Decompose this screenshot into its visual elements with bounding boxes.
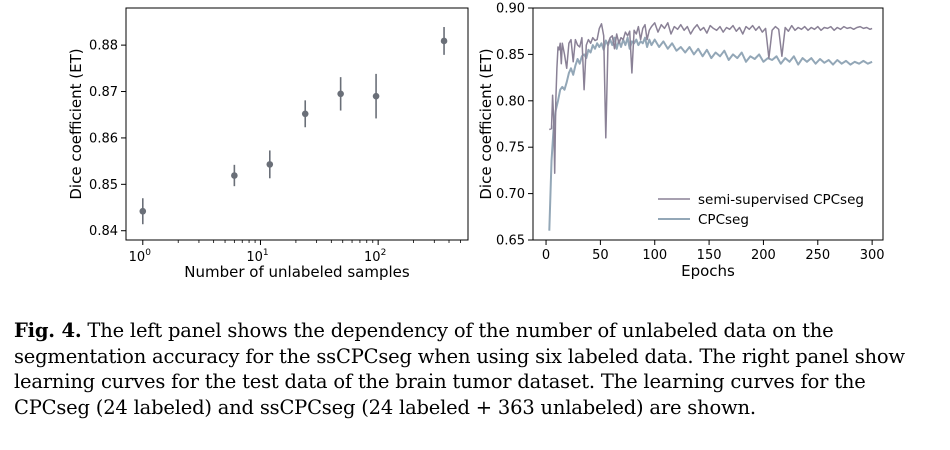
right-y-tick-label: 0.70 xyxy=(496,187,525,202)
figure-caption: Fig. 4. The left panel shows the depende… xyxy=(14,318,944,420)
left-data-point xyxy=(139,207,147,215)
left-x-tick-label: 100 xyxy=(129,248,152,265)
caption-text: The left panel shows the dependency of t… xyxy=(14,319,905,419)
legend-label: semi-supervised CPCseg xyxy=(698,192,864,208)
tick-exponent: 1 xyxy=(263,248,269,258)
right-y-tick-label: 0.75 xyxy=(496,141,525,156)
right-x-tick-label: 50 xyxy=(592,248,609,263)
right-y-tick-label: 0.80 xyxy=(496,94,525,109)
left-x-axis-label: Number of unlabeled samples xyxy=(184,263,410,281)
left-x-tick-label: 102 xyxy=(364,248,386,265)
series-line-cpcseg xyxy=(548,36,873,231)
right-x-axis-label: Epochs xyxy=(681,262,735,280)
right-x-tick-label: 200 xyxy=(751,248,776,263)
tick-exponent: 2 xyxy=(381,248,387,258)
left-x-tick-label: 101 xyxy=(246,248,268,265)
left-y-tick-label: 0.86 xyxy=(89,131,118,146)
legend-label: CPCseg xyxy=(698,212,749,228)
right-x-tick-label: 250 xyxy=(805,248,830,263)
left-plot-frame xyxy=(125,7,469,241)
left-data-point xyxy=(337,90,344,98)
left-data-point xyxy=(231,172,238,179)
right-y-tick-label: 0.85 xyxy=(496,48,525,63)
right-plot-frame xyxy=(532,7,884,241)
right-y-tick-label: 0.65 xyxy=(496,234,525,249)
right-chart: 0 50 100 150 200 250 300 0.65 0.70 0.75 0.80 0.85 0.… xyxy=(477,2,885,281)
tick-exponent: 0 xyxy=(145,248,151,258)
left-data-point xyxy=(266,161,274,168)
right-y-axis-label: Dice coefficient (ET) xyxy=(477,48,495,199)
right-x-tick-label: 0 xyxy=(542,248,550,263)
legend: semi-supervised CPCseg CPCseg xyxy=(658,192,864,228)
right-x-tick-label: 100 xyxy=(642,248,667,263)
left-y-tick-label: 0.87 xyxy=(89,85,118,100)
left-data-point xyxy=(372,92,380,100)
right-x-tick-label: 300 xyxy=(860,248,885,263)
left-y-tick-label: 0.88 xyxy=(89,39,118,54)
left-y-tick-label: 0.84 xyxy=(89,224,118,239)
left-data-point xyxy=(440,37,448,45)
left-y-tick-label: 0.85 xyxy=(89,178,118,193)
left-data-point xyxy=(301,110,309,118)
tick-base: 10 xyxy=(129,250,146,265)
right-y-tick-label: 0.90 xyxy=(496,2,525,17)
tick-base: 10 xyxy=(364,250,381,265)
series-line-semi-supervised-cpcseg xyxy=(548,22,873,174)
left-y-axis-label: Dice coefficient (ET) xyxy=(67,48,85,199)
caption-label: Fig. 4. xyxy=(14,319,82,342)
tick-base: 10 xyxy=(246,250,263,265)
right-x-tick-label: 150 xyxy=(697,248,722,263)
